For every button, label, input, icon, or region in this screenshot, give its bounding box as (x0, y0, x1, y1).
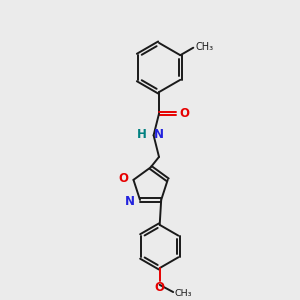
Text: O: O (118, 172, 128, 185)
Text: N: N (125, 195, 135, 208)
Text: CH₃: CH₃ (195, 42, 214, 52)
Text: N: N (154, 128, 164, 141)
Text: O: O (155, 281, 165, 294)
Text: H: H (137, 128, 147, 141)
Text: O: O (179, 107, 189, 120)
Text: CH₃: CH₃ (175, 289, 193, 298)
